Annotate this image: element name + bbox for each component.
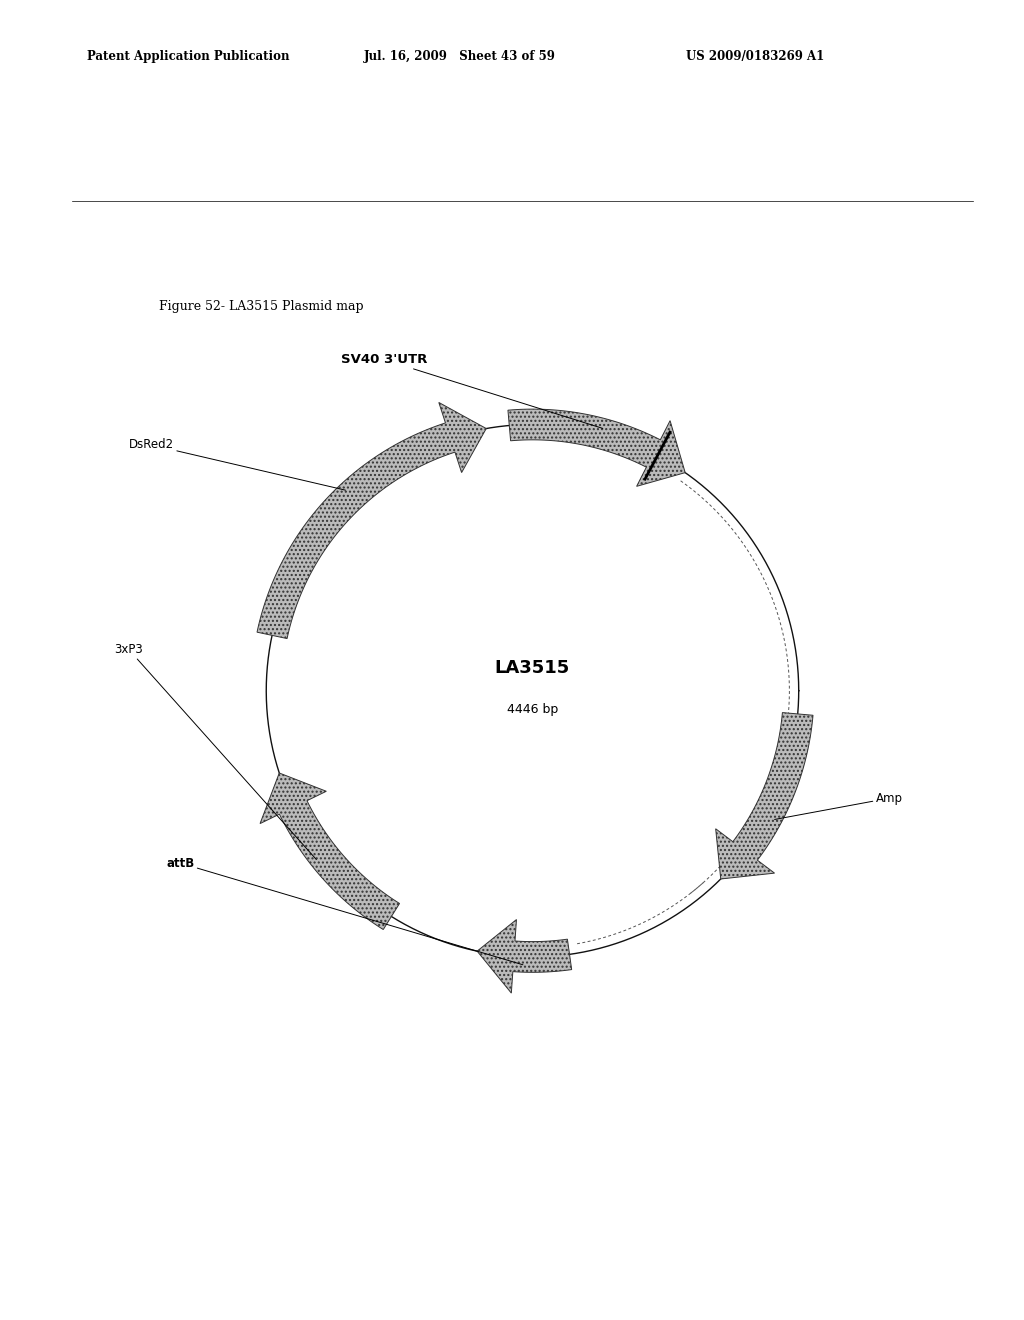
Polygon shape (508, 409, 685, 486)
Text: 4446 bp: 4446 bp (507, 702, 558, 715)
Text: Figure 52- LA3515 Plasmid map: Figure 52- LA3515 Plasmid map (159, 300, 364, 313)
Polygon shape (477, 920, 571, 993)
Polygon shape (257, 403, 486, 639)
Text: attB: attB (166, 857, 523, 965)
Text: LA3515: LA3515 (495, 659, 570, 677)
Text: Amp: Amp (774, 792, 902, 820)
Polygon shape (260, 774, 399, 929)
Text: SV40 3'UTR: SV40 3'UTR (341, 354, 603, 429)
Polygon shape (716, 713, 813, 879)
Text: DsRed2: DsRed2 (129, 438, 345, 490)
Text: Jul. 16, 2009   Sheet 43 of 59: Jul. 16, 2009 Sheet 43 of 59 (364, 50, 555, 63)
Text: 3xP3: 3xP3 (115, 643, 316, 859)
Text: US 2009/0183269 A1: US 2009/0183269 A1 (686, 50, 824, 63)
Text: Patent Application Publication: Patent Application Publication (87, 50, 290, 63)
